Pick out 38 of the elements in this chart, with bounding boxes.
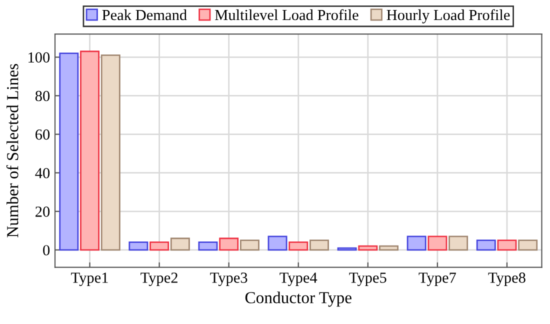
x-tick-label: Type7: [418, 272, 456, 286]
bar: [240, 240, 260, 251]
bar: [379, 245, 399, 251]
bar: [219, 238, 239, 251]
bar: [150, 242, 170, 251]
bar: [476, 240, 496, 251]
bar: [198, 242, 218, 251]
y-tick-label: 100: [28, 52, 50, 63]
bar: [448, 236, 468, 251]
y-tick-label: 20: [36, 206, 50, 217]
x-tick-label: Type4: [280, 272, 318, 286]
bar: [518, 240, 538, 251]
bar: [310, 240, 329, 251]
legend-label: Hourly Load Profile: [386, 9, 510, 24]
x-tick-label: Type5: [349, 272, 386, 286]
y-axis-title: Number of Selected Lines: [6, 64, 18, 238]
bar: [59, 52, 79, 251]
bar: [100, 54, 120, 251]
bar: [406, 236, 426, 251]
x-tick-label: Type1: [71, 272, 108, 286]
x-axis-title: Conductor Type: [245, 292, 352, 307]
y-tick-label: 0: [43, 245, 50, 256]
legend-label: Multilevel Load Profile: [215, 9, 358, 20]
x-tick-label: Type8: [488, 272, 526, 286]
bar: [170, 238, 190, 251]
bar: [268, 236, 288, 251]
bar: [128, 242, 148, 251]
bar: [497, 240, 517, 251]
x-tick-label: Type3: [210, 272, 248, 286]
bar: [80, 50, 100, 251]
bar: [358, 245, 378, 251]
x-tick-label: Type2: [140, 272, 178, 286]
y-tick-label: 40: [35, 168, 50, 178]
y-tick-label: 60: [36, 129, 50, 140]
legend-label: Peak Demand: [102, 9, 187, 20]
bar: [428, 236, 448, 251]
y-tick-label: 80: [35, 90, 50, 102]
bar: [288, 242, 308, 251]
